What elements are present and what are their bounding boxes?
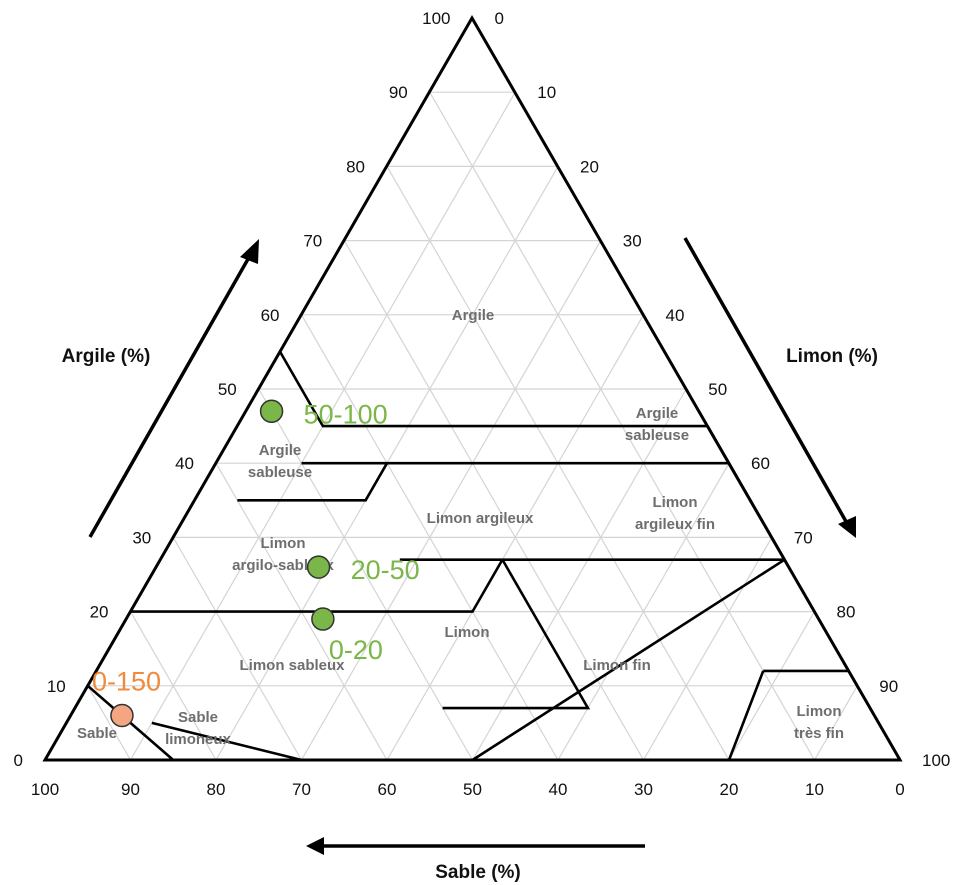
clay-tick-label: 60 [261, 306, 280, 325]
clay-tick-label: 40 [175, 454, 194, 473]
silt-axis-title: Limon (%) [786, 346, 878, 367]
sample-label: 50-100 [304, 399, 388, 429]
clay-tick-label: 10 [47, 677, 66, 696]
sand-tick-label: 50 [463, 780, 482, 799]
sand-tick-label: 30 [634, 780, 653, 799]
sample-label: 0-20 [329, 635, 383, 665]
silt-tick-label: 0 [495, 9, 504, 28]
sample-point [311, 607, 335, 631]
silt-axis-arrow [683, 237, 856, 538]
sand-tick-label: 90 [121, 780, 140, 799]
class-boundary [471, 558, 786, 762]
region-label-limon-fin: Limon fin [583, 657, 651, 674]
sand-tick-label: 10 [805, 780, 824, 799]
gridline-silt [642, 537, 773, 761]
sand-tick-label: 70 [292, 780, 311, 799]
gridline-sand [258, 388, 474, 761]
region-label-sable: Sable [77, 725, 117, 742]
silt-tick-label: 60 [751, 454, 770, 473]
silt-tick-label: 80 [837, 603, 856, 622]
sample-label: 20-50 [351, 555, 420, 585]
sample-point [259, 399, 284, 424]
sand-tick-label: 100 [31, 780, 59, 799]
gridline-silt [813, 685, 858, 761]
class-boundary [278, 351, 708, 428]
silt-tick-label: 50 [708, 380, 727, 399]
region-label-argile: Argile [452, 307, 495, 324]
gridline-silt [728, 611, 816, 761]
sample-points: 50-100 20-50 0-20 0-150 [92, 399, 420, 728]
clay-tick-label: 100 [422, 9, 450, 28]
gridline-silt [557, 462, 730, 761]
sample-point [110, 703, 134, 728]
clay-tick-label: 80 [346, 157, 365, 176]
gridline-sand [172, 537, 303, 761]
clay-tick-label: 70 [303, 232, 322, 251]
clay-axis-arrow [88, 239, 259, 538]
clay-tick-label: 50 [218, 380, 237, 399]
gridline-sand [343, 240, 645, 761]
sand-axis-arrow [306, 837, 645, 855]
region-label-limon-sableux: Limon sableux [239, 657, 345, 674]
class-boundary [130, 559, 504, 613]
gridline-silt [471, 388, 687, 761]
region-label-limon-argileux-fin: Limon argileux fin [635, 494, 715, 533]
sand-tick-label: 40 [549, 780, 568, 799]
silt-tick-label: 70 [794, 528, 813, 547]
region-label-argile-sableuse-right: Argile sableuse [625, 405, 689, 444]
clay-tick-label: 0 [14, 751, 23, 770]
region-label-limon-tres-fin: Limon très fin [794, 703, 844, 742]
class-boundary [237, 462, 389, 502]
texture-class-boundaries [86, 351, 849, 762]
region-label-limon-argileux: Limon argileux [427, 510, 534, 527]
sample-point [306, 555, 331, 579]
clay-tick-label: 20 [90, 603, 109, 622]
silt-tick-label: 40 [666, 306, 685, 325]
sample-label: 0-150 [92, 666, 161, 696]
silt-tick-label: 100 [922, 751, 950, 770]
sand-tick-label: 20 [720, 780, 739, 799]
texture-class-labels: Argile Argile sableuse Argile sableuse Limon a… [77, 307, 844, 748]
class-boundary [727, 670, 765, 761]
clay-tick-label: 30 [132, 528, 151, 547]
sand-tick-label: 0 [895, 780, 904, 799]
sand-axis-title: Sable (%) [435, 862, 521, 883]
silt-tick-label: 10 [537, 83, 556, 102]
class-boundary [151, 721, 302, 762]
class-boundary [501, 559, 534, 613]
gridline-sand [87, 685, 132, 761]
gridline-silt [300, 240, 602, 761]
tick-labels: 0 0 0 10 10 10 20 20 20 30 30 30 40 40 40 50 50 50 60 60 60 7… [14, 9, 951, 799]
region-label-limon: Limon [445, 624, 490, 641]
silt-tick-label: 20 [580, 157, 599, 176]
sand-tick-label: 60 [378, 780, 397, 799]
triangle-frame [42, 14, 903, 762]
clay-axis-title: Argile (%) [62, 346, 151, 367]
silt-tick-label: 30 [623, 232, 642, 251]
region-label-sable-limoneux: Sable limoneux [165, 709, 232, 748]
clay-tick-label: 90 [389, 83, 408, 102]
sand-tick-label: 80 [207, 780, 226, 799]
class-boundary [442, 610, 591, 710]
region-label-argile-sableuse-left: Argile sableuse [248, 442, 312, 481]
silt-tick-label: 90 [879, 677, 898, 696]
